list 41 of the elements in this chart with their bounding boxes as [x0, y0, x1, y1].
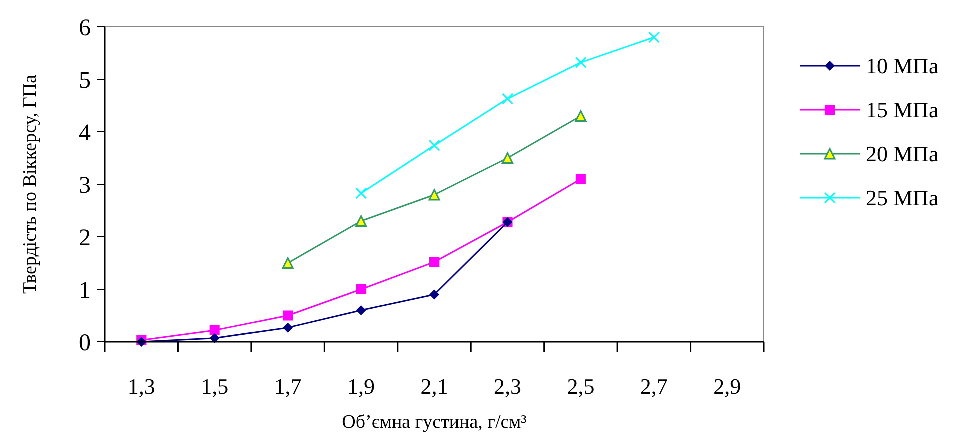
legend-label: 25 МПа: [866, 186, 939, 211]
point: [648, 32, 660, 44]
y-tick-label: 6: [79, 15, 91, 42]
point: [428, 189, 440, 201]
y-tick-label: 1: [79, 278, 91, 304]
point: [576, 174, 586, 184]
x-tick-label: 1,3: [128, 374, 156, 399]
point: [428, 140, 440, 152]
point: [502, 152, 514, 164]
point: [356, 284, 366, 294]
x-tick-label: 2,1: [420, 374, 448, 399]
x-tick-label: 2,7: [640, 374, 668, 399]
legend-label: 20 МПа: [866, 142, 939, 167]
y-axis-title: Твердість по Віккерсу, ГПа: [20, 74, 41, 294]
x-tick-label: 1,5: [201, 374, 229, 399]
y-tick-label: 2: [79, 225, 91, 252]
point: [430, 290, 440, 300]
point: [210, 325, 220, 336]
legend-label: 10 МПа: [866, 54, 939, 79]
point: [575, 56, 587, 68]
x-axis-title: Об’ємна густина, г/см³: [342, 412, 528, 433]
x-tick-label: 1,9: [348, 374, 376, 399]
point: [282, 258, 294, 269]
point: [502, 93, 514, 105]
y-tick-label: 0: [79, 330, 91, 356]
x-tick-label: 1,7: [274, 374, 302, 399]
point: [356, 188, 368, 200]
point: [430, 257, 440, 268]
y-tick-label: 4: [79, 120, 91, 146]
point: [356, 306, 366, 316]
y-tick-label: 3: [79, 172, 91, 199]
point: [575, 110, 587, 122]
point: [210, 333, 220, 344]
x-tick-label: 2,5: [567, 374, 595, 399]
point: [356, 216, 368, 227]
x-tick-label: 2,9: [714, 374, 742, 399]
point: [283, 322, 294, 333]
legend-label: 15 МПа: [866, 98, 939, 123]
point: [283, 310, 294, 321]
x-tick-label: 2,3: [494, 374, 522, 399]
y-tick-label: 5: [79, 68, 91, 94]
